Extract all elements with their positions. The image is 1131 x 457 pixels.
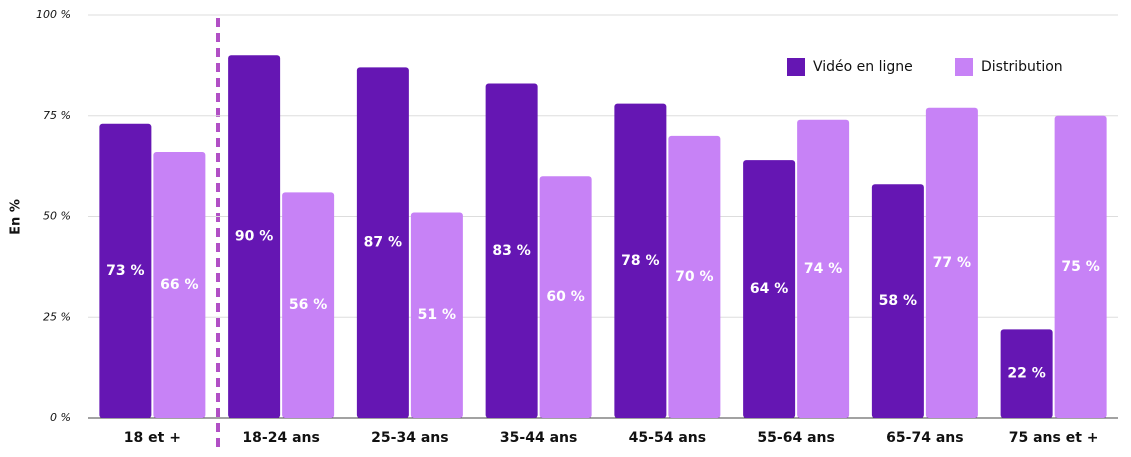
value-label: 56 %: [289, 297, 327, 313]
bar: [228, 55, 281, 419]
bar: [797, 119, 850, 418]
x-tick-label: 35-44 ans: [500, 430, 577, 446]
value-label: 58 %: [879, 293, 917, 309]
x-tick-label: 65-74 ans: [886, 430, 963, 446]
bar: [668, 135, 721, 418]
value-label: 90 %: [235, 229, 273, 245]
bar: [925, 107, 978, 418]
x-tick-label: 25-34 ans: [371, 430, 448, 446]
bar: [410, 212, 463, 418]
y-axis-label: En %: [9, 199, 24, 235]
x-tick-label: 75 ans et +: [1009, 430, 1099, 446]
bar: [871, 184, 924, 418]
x-tick-label: 45-54 ans: [629, 430, 706, 446]
x-tick-label: 55-64 ans: [757, 430, 834, 446]
y-tick-label: 75 %: [43, 109, 71, 122]
x-tick-label: 18 et +: [124, 430, 181, 446]
value-label: 75 %: [1061, 259, 1099, 275]
bar: [153, 152, 206, 418]
y-tick-label: 50 %: [43, 210, 71, 223]
value-label: 64 %: [750, 281, 788, 297]
y-tick-label: 100 %: [36, 8, 71, 21]
value-label: 87 %: [364, 235, 402, 251]
value-label: 66 %: [160, 277, 198, 293]
bar: [1054, 115, 1107, 418]
value-label: 78 %: [621, 253, 659, 269]
legend-swatch: [955, 58, 973, 76]
value-label: 74 %: [804, 261, 842, 277]
bar: [1000, 329, 1053, 418]
bar: [614, 103, 667, 418]
bar: [356, 67, 409, 418]
y-tick-label: 25 %: [43, 310, 71, 323]
bar: [282, 192, 335, 418]
x-tick-label: 18-24 ans: [242, 430, 319, 446]
legend-label: Distribution: [981, 59, 1063, 75]
value-label: 83 %: [492, 243, 530, 259]
value-label: 51 %: [418, 307, 456, 323]
bar: [743, 160, 796, 418]
legend-label: Vidéo en ligne: [813, 59, 913, 75]
value-label: 22 %: [1007, 366, 1045, 382]
y-tick-label: 0 %: [50, 411, 71, 424]
bar: [99, 123, 152, 418]
bar: [539, 176, 592, 418]
value-label: 73 %: [106, 263, 144, 279]
legend-swatch: [787, 58, 805, 76]
value-label: 70 %: [675, 269, 713, 285]
bar: [485, 83, 538, 418]
value-label: 60 %: [546, 289, 584, 305]
value-label: 77 %: [933, 255, 971, 271]
